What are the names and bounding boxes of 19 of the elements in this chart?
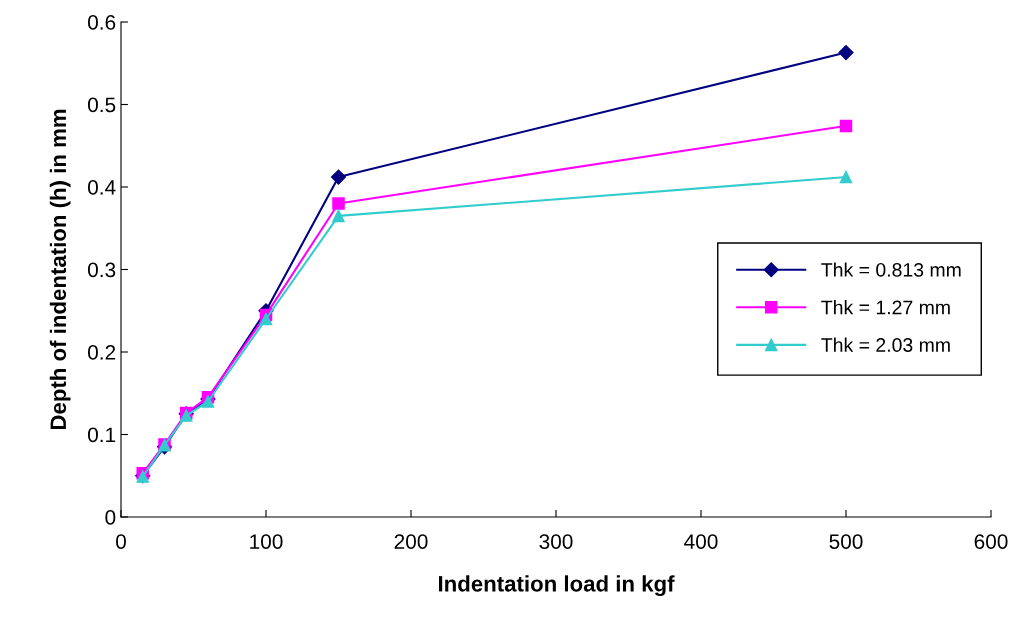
x-tick-label: 100	[250, 534, 283, 549]
y-axis-title: Depth of indentation (h) in mm	[49, 109, 71, 430]
x-tick-label: 300	[539, 534, 573, 549]
y-tick-label: 0.5	[87, 97, 116, 113]
legend-label: Thk = 0.813 mm	[821, 262, 961, 277]
x-tick-label: 600	[974, 534, 1008, 549]
y-tick-label: 0.2	[87, 345, 116, 360]
y-tick-label: 0	[105, 510, 116, 525]
y-tick-label: 0.3	[87, 262, 116, 278]
legend-label: Thk = 2.03 mm	[821, 337, 950, 352]
y-tick-label: 0.4	[87, 180, 116, 195]
x-tick-label: 500	[829, 534, 863, 549]
x-axis-title: Indentation load in kgf	[438, 575, 675, 597]
x-tick-label: 200	[394, 534, 428, 549]
x-tick-label: 400	[684, 534, 718, 549]
legend-label: Thk = 1.27 mm	[821, 300, 950, 315]
x-tick-label: 0	[116, 534, 126, 549]
y-tick-label: 0.6	[87, 15, 116, 30]
y-tick-label: 0.1	[87, 427, 116, 443]
